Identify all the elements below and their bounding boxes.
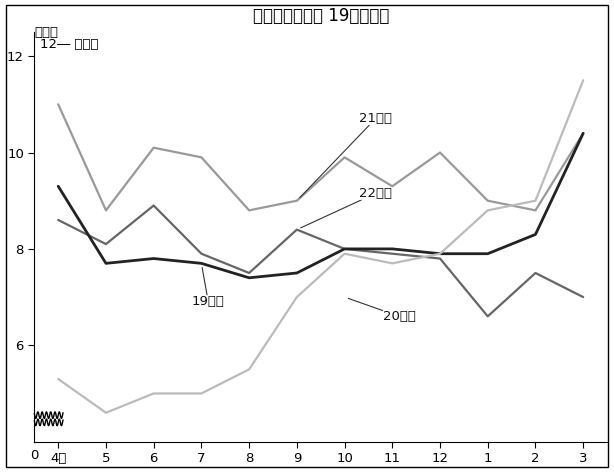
Text: 19年度: 19年度 (192, 268, 225, 308)
Title: 前年の反動減で 19％ダウン: 前年の反動減で 19％ダウン (252, 7, 389, 25)
Text: 0: 0 (30, 449, 39, 462)
Text: 万トン: 万トン (34, 26, 58, 39)
Text: 21年度: 21年度 (300, 112, 392, 198)
Text: 20年度: 20年度 (349, 298, 416, 323)
Text: 12― 万トン: 12― 万トン (40, 38, 99, 51)
Text: 22年度: 22年度 (301, 187, 392, 228)
